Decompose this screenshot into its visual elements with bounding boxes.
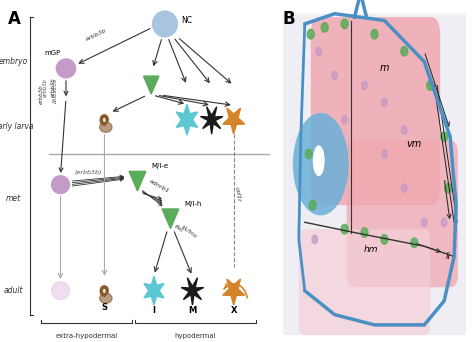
- Ellipse shape: [445, 183, 452, 193]
- Text: B: B: [283, 10, 295, 28]
- Text: sc: sc: [313, 156, 325, 166]
- Ellipse shape: [100, 122, 112, 132]
- Text: A: A: [8, 10, 21, 28]
- Ellipse shape: [421, 218, 427, 226]
- Text: erbb3b: erbb3b: [38, 84, 44, 104]
- Ellipse shape: [362, 81, 367, 90]
- Text: I: I: [153, 306, 155, 315]
- Text: M/I-h: M/I-h: [184, 201, 201, 207]
- FancyBboxPatch shape: [283, 14, 466, 335]
- Ellipse shape: [332, 71, 337, 80]
- Text: erbb3b: erbb3b: [43, 78, 47, 97]
- Text: mGP: mGP: [44, 50, 60, 56]
- Ellipse shape: [153, 11, 177, 37]
- Ellipse shape: [309, 200, 316, 210]
- Text: m: m: [380, 63, 389, 74]
- Ellipse shape: [293, 113, 348, 215]
- Ellipse shape: [411, 238, 418, 248]
- FancyBboxPatch shape: [346, 140, 458, 287]
- Ellipse shape: [361, 228, 368, 237]
- Text: NC: NC: [182, 16, 192, 25]
- Text: met: met: [6, 194, 21, 203]
- Text: ednrb1: ednrb1: [148, 179, 171, 194]
- Ellipse shape: [401, 184, 407, 192]
- Ellipse shape: [401, 126, 407, 134]
- Ellipse shape: [307, 29, 314, 39]
- Ellipse shape: [321, 23, 328, 32]
- Polygon shape: [162, 209, 179, 228]
- Ellipse shape: [56, 59, 75, 78]
- Text: X: X: [230, 306, 237, 315]
- FancyBboxPatch shape: [299, 229, 430, 335]
- Text: li: li: [446, 252, 451, 261]
- Ellipse shape: [52, 282, 69, 300]
- Ellipse shape: [381, 235, 388, 244]
- Text: M: M: [188, 306, 197, 315]
- Ellipse shape: [441, 132, 447, 142]
- Polygon shape: [223, 108, 245, 134]
- Ellipse shape: [401, 47, 408, 56]
- Ellipse shape: [313, 145, 325, 176]
- Text: S: S: [101, 303, 108, 312]
- Ellipse shape: [305, 149, 312, 159]
- Ellipse shape: [341, 19, 348, 29]
- Ellipse shape: [382, 98, 387, 107]
- Ellipse shape: [312, 235, 318, 244]
- Ellipse shape: [316, 47, 321, 55]
- Text: erbb3b: erbb3b: [85, 28, 108, 42]
- Polygon shape: [223, 279, 245, 305]
- Polygon shape: [144, 76, 159, 94]
- Ellipse shape: [52, 176, 69, 194]
- Text: adult: adult: [4, 286, 24, 295]
- Text: hypodermal: hypodermal: [174, 333, 216, 340]
- Text: erbb3b: erbb3b: [51, 77, 56, 97]
- Text: ltk/fms: ltk/fms: [180, 224, 198, 239]
- Text: hm: hm: [363, 245, 378, 254]
- Text: early larva: early larva: [0, 122, 34, 131]
- Polygon shape: [144, 276, 164, 305]
- Text: csf1r: csf1r: [234, 187, 241, 203]
- FancyBboxPatch shape: [311, 17, 440, 205]
- Ellipse shape: [342, 116, 347, 124]
- Ellipse shape: [341, 224, 348, 234]
- Text: extra-hypodermal: extra-hypodermal: [55, 333, 118, 340]
- Ellipse shape: [371, 29, 378, 39]
- Ellipse shape: [100, 293, 112, 303]
- Text: vm: vm: [407, 139, 422, 149]
- Text: M/I-e: M/I-e: [151, 163, 168, 169]
- Text: (erbb3b): (erbb3b): [74, 170, 102, 175]
- Ellipse shape: [441, 218, 447, 226]
- Text: Δfuba8l3a: Δfuba8l3a: [54, 79, 59, 104]
- Polygon shape: [129, 171, 146, 191]
- Ellipse shape: [382, 150, 387, 158]
- Text: tfec: tfec: [173, 224, 184, 234]
- Polygon shape: [201, 107, 223, 134]
- Polygon shape: [176, 104, 198, 135]
- Polygon shape: [181, 278, 204, 305]
- Text: embryo: embryo: [0, 57, 28, 66]
- Ellipse shape: [427, 81, 434, 90]
